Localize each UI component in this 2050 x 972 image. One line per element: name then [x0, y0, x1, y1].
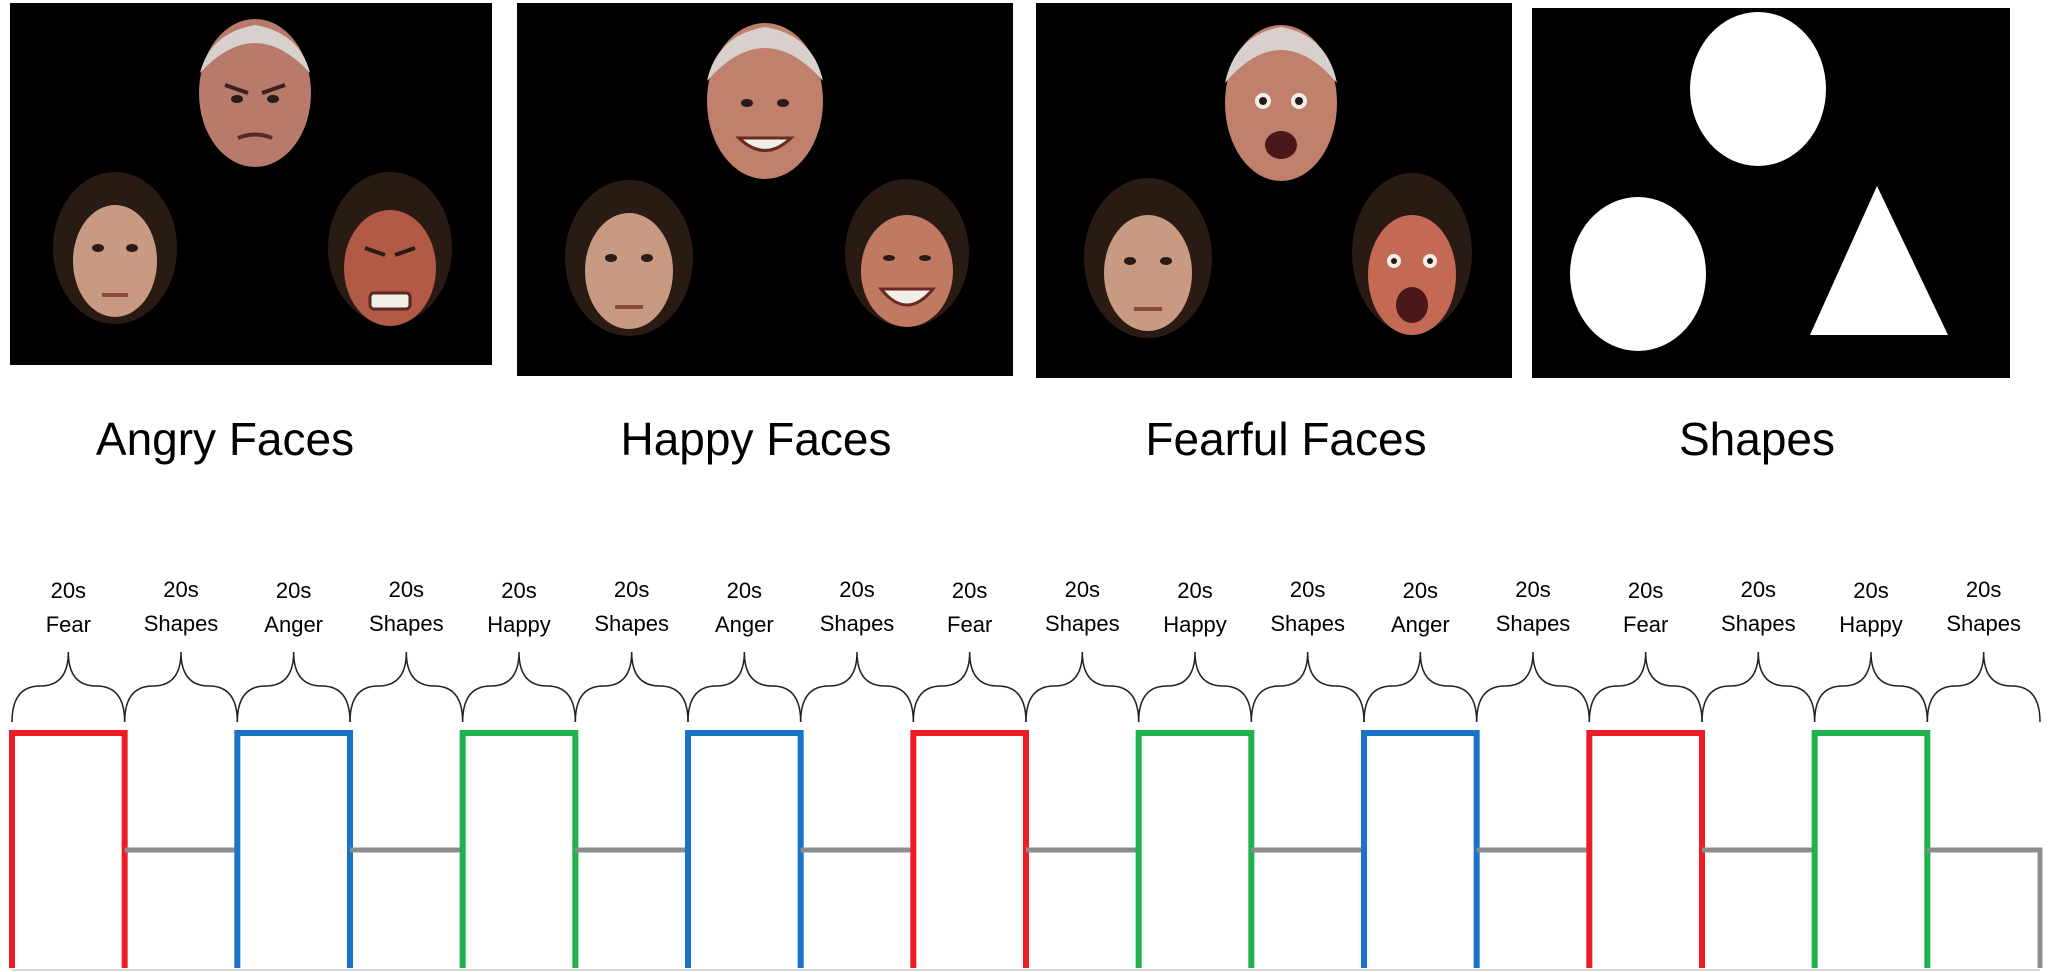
- block-duration-label: 20s: [727, 578, 762, 603]
- block-condition-label: Shapes: [594, 611, 669, 636]
- anger-block: [685, 730, 804, 968]
- block-duration-label: 20s: [389, 577, 424, 602]
- angry-faces-image: [10, 3, 492, 365]
- block-duration-label: 20s: [1741, 577, 1776, 602]
- face-right: [328, 172, 452, 326]
- block-brace: [687, 651, 802, 723]
- block-brace: [1475, 651, 1591, 723]
- anger-block: [1361, 730, 1480, 968]
- block-condition-label: Fear: [1623, 612, 1668, 637]
- block-duration-label: 20s: [276, 578, 311, 603]
- block-duration-label: 20s: [1966, 577, 2001, 602]
- block-duration-label: 20s: [614, 577, 649, 602]
- block-condition-label: Shapes: [820, 611, 895, 636]
- block-duration-label: 20s: [1628, 578, 1663, 603]
- block-duration-label: 20s: [1403, 578, 1438, 603]
- block-duration-label: 20s: [1515, 577, 1550, 602]
- block-condition-label: Shapes: [1496, 611, 1571, 636]
- circle-top: [1690, 12, 1826, 166]
- block-brace: [1137, 651, 1253, 723]
- block-condition-label: Shapes: [1721, 611, 1796, 636]
- face-right: [845, 179, 969, 327]
- shapes-image: [1532, 8, 2010, 378]
- block-condition-label: Shapes: [144, 611, 219, 636]
- face-right: [1352, 173, 1472, 335]
- block-brace: [1588, 651, 1703, 723]
- fear-block: [910, 730, 1029, 968]
- block-condition-label: Shapes: [1270, 611, 1345, 636]
- block-brace: [799, 651, 915, 723]
- block-design-timeline: 20s Fear 20s Shapes 20s Anger 20s Shapes 20s Happ…: [9, 577, 2043, 971]
- triangle-right: [1810, 186, 1948, 335]
- fear-block: [1586, 730, 1705, 968]
- face-top: [707, 23, 823, 179]
- block-brace: [1926, 651, 2041, 723]
- face-top: [199, 19, 311, 167]
- block-waveform: [9, 730, 2043, 971]
- anger-block: [234, 730, 353, 968]
- block-brace: [1250, 651, 1365, 723]
- block-brace: [912, 651, 1027, 723]
- shapes-panel: [1532, 8, 2010, 378]
- block-duration-label: 20s: [1177, 578, 1212, 603]
- block-duration-label: 20s: [952, 578, 987, 603]
- happy-block: [1135, 730, 1255, 968]
- block-duration-label: 20s: [1853, 578, 1888, 603]
- face-left: [1084, 178, 1212, 338]
- block-condition-label: Shapes: [369, 611, 444, 636]
- block-brace: [123, 651, 239, 723]
- block-duration-label: 20s: [51, 578, 86, 603]
- face-left: [565, 180, 693, 336]
- shapes-baseline-segment: [1927, 847, 2043, 968]
- block-condition-label: Shapes: [1946, 611, 2021, 636]
- block-brace: [349, 651, 464, 723]
- caption-happy-faces: Happy Faces: [620, 413, 892, 465]
- block-duration-label: 20s: [1065, 577, 1100, 602]
- block-condition-label: Anger: [715, 612, 774, 637]
- face-top: [1225, 25, 1337, 181]
- fear-block: [9, 730, 128, 968]
- face-left: [53, 172, 177, 324]
- block-labels: 20s Fear 20s Shapes 20s Anger 20s Shapes 20s Happ…: [46, 577, 2021, 637]
- block-brace: [1701, 651, 1816, 723]
- block-condition-label: Anger: [264, 612, 323, 637]
- happy-faces-panel: [517, 3, 1013, 376]
- block-duration-label: 20s: [163, 577, 198, 602]
- block-duration-label: 20s: [1290, 577, 1325, 602]
- happy-faces-image: [517, 3, 1013, 376]
- block-brace: [574, 651, 689, 723]
- block-condition-label: Happy: [1163, 612, 1227, 637]
- caption-shapes: Shapes: [1678, 413, 1835, 465]
- block-duration-label: 20s: [501, 578, 536, 603]
- block-condition-label: Happy: [1839, 612, 1903, 637]
- block-brace: [1363, 651, 1478, 723]
- caption-fearful-faces: Fearful Faces: [1145, 413, 1427, 465]
- block-brace: [461, 651, 577, 723]
- block-brace: [236, 651, 351, 723]
- happy-block: [459, 730, 579, 968]
- block-condition-label: Happy: [487, 612, 551, 637]
- caption-angry-faces: Angry Faces: [95, 413, 355, 465]
- block-condition-label: Fear: [46, 612, 91, 637]
- block-condition-label: Anger: [1391, 612, 1450, 637]
- block-brace: [1025, 651, 1140, 723]
- block-duration-label: 20s: [839, 577, 874, 602]
- circle-left: [1570, 197, 1706, 351]
- block-condition-label: Shapes: [1045, 611, 1120, 636]
- happy-block: [1811, 730, 1931, 968]
- fearful-faces-image: [1036, 3, 1512, 378]
- block-braces: [11, 651, 2041, 723]
- block-condition-label: Fear: [947, 612, 992, 637]
- angry-faces-panel: [10, 3, 492, 365]
- block-brace: [1813, 651, 1929, 723]
- fearful-faces-panel: [1036, 3, 1512, 378]
- block-brace: [11, 651, 126, 723]
